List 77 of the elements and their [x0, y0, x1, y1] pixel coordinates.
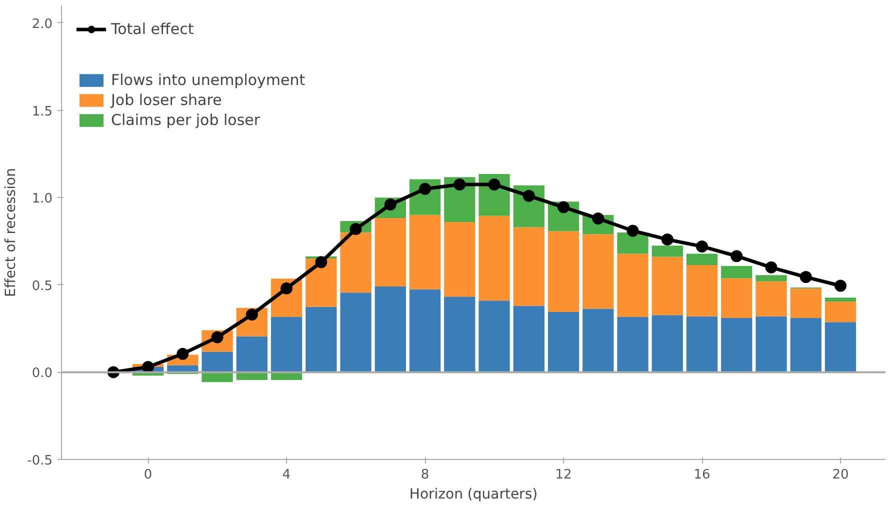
legend-label: Flows into unemployment [111, 71, 306, 89]
bar [790, 318, 822, 372]
y-tick-label: 0.0 [32, 366, 53, 382]
bar [652, 315, 683, 372]
point [800, 271, 812, 284]
bar [374, 286, 406, 372]
x-tick-label: 8 [420, 468, 430, 482]
point [765, 261, 778, 274]
x-tick-label: 4 [282, 468, 291, 482]
bar [617, 232, 648, 254]
bar [652, 246, 683, 257]
y-tick-label: 2.0 [32, 16, 53, 32]
bar [721, 278, 752, 318]
x-tick-label: 20 [832, 468, 849, 482]
point [246, 308, 258, 321]
point [488, 178, 500, 190]
bar [306, 306, 337, 372]
bar [548, 312, 580, 372]
bar [617, 317, 648, 372]
point [315, 256, 328, 268]
point [350, 223, 362, 235]
point [454, 178, 466, 190]
point [834, 280, 846, 292]
bar [756, 281, 787, 316]
bar [686, 254, 718, 265]
point [661, 233, 674, 246]
point [696, 240, 708, 252]
bar [513, 227, 544, 306]
bar [374, 218, 406, 286]
x-tick-label: 12 [555, 468, 572, 482]
bar [548, 231, 580, 312]
point [419, 182, 432, 195]
y-tick-label: -0.5 [27, 454, 53, 468]
bar [202, 352, 233, 372]
bar [824, 302, 856, 322]
point [626, 224, 639, 237]
bar [756, 275, 787, 282]
bar [340, 292, 372, 372]
bar [513, 306, 544, 372]
bar [409, 289, 441, 372]
point [142, 360, 154, 373]
bar [478, 216, 510, 301]
y-tick-label: 1.0 [32, 192, 53, 207]
y-tick-label: 0.5 [32, 278, 53, 294]
bar [444, 296, 476, 372]
legend-label: Total effect [111, 20, 194, 38]
bar [721, 266, 752, 278]
bar [582, 308, 614, 372]
bar [686, 316, 718, 372]
bar [686, 264, 718, 316]
point [730, 250, 743, 262]
bar [721, 318, 752, 372]
bar [617, 254, 648, 318]
bar [756, 316, 787, 372]
bar [444, 222, 476, 297]
y-axis-title: Effect of recession [3, 168, 20, 297]
bar [582, 234, 614, 309]
y-tick-label: 1.5 [32, 104, 53, 120]
x-tick-label: 16 [694, 468, 710, 482]
bar [478, 300, 510, 372]
bar [652, 256, 683, 316]
bar [236, 336, 268, 372]
bar [824, 298, 856, 302]
legend-label: Job loser share [111, 91, 222, 109]
bar [270, 317, 302, 372]
bar [790, 288, 822, 318]
point [558, 201, 570, 214]
bar [409, 214, 441, 290]
bar [340, 232, 372, 293]
x-tick-label: 0 [144, 468, 152, 482]
bar [824, 322, 856, 372]
point [522, 190, 535, 202]
legend-label: Claims per job loser [111, 111, 260, 129]
point [280, 282, 293, 294]
x-axis-title: Horizon (quarters) [409, 486, 538, 502]
bar [306, 258, 337, 307]
point [176, 348, 189, 360]
